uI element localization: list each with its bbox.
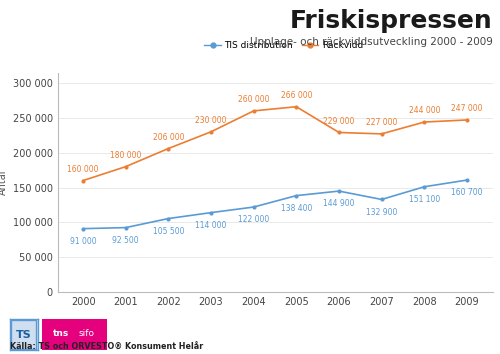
Text: 105 500: 105 500 bbox=[152, 227, 184, 236]
Text: 244 000: 244 000 bbox=[408, 106, 440, 115]
Y-axis label: Antal: Antal bbox=[0, 170, 8, 195]
Text: 144 900: 144 900 bbox=[323, 199, 354, 209]
Text: 260 000: 260 000 bbox=[238, 95, 270, 104]
Text: 229 000: 229 000 bbox=[324, 116, 354, 126]
Text: 122 000: 122 000 bbox=[238, 215, 270, 224]
Text: sifo: sifo bbox=[79, 329, 95, 338]
Text: 247 000: 247 000 bbox=[451, 104, 482, 113]
Text: 160 000: 160 000 bbox=[68, 165, 99, 173]
FancyBboxPatch shape bbox=[12, 320, 36, 349]
Text: tns: tns bbox=[53, 329, 69, 338]
Text: 132 900: 132 900 bbox=[366, 208, 398, 217]
Text: 227 000: 227 000 bbox=[366, 118, 398, 127]
Text: 160 700: 160 700 bbox=[451, 188, 482, 198]
Text: 114 000: 114 000 bbox=[196, 221, 226, 230]
Text: 206 000: 206 000 bbox=[152, 132, 184, 142]
Text: 180 000: 180 000 bbox=[110, 151, 142, 160]
Text: Källa: TS och ORVESTO® Konsument Helår: Källa: TS och ORVESTO® Konsument Helår bbox=[10, 343, 203, 352]
Text: 266 000: 266 000 bbox=[280, 91, 312, 100]
Text: 91 000: 91 000 bbox=[70, 237, 96, 246]
Text: 230 000: 230 000 bbox=[196, 116, 227, 125]
Text: 151 100: 151 100 bbox=[408, 195, 440, 204]
Text: Upplage- och räckviddsutveckling 2000 - 2009: Upplage- och räckviddsutveckling 2000 - … bbox=[250, 37, 492, 47]
Text: Friskispressen: Friskispressen bbox=[290, 9, 492, 33]
Legend: TIS distribution, Räckvidd: TIS distribution, Räckvidd bbox=[201, 38, 366, 54]
Text: 138 400: 138 400 bbox=[280, 204, 312, 213]
Text: TS: TS bbox=[16, 330, 32, 339]
Text: 92 500: 92 500 bbox=[112, 236, 139, 245]
